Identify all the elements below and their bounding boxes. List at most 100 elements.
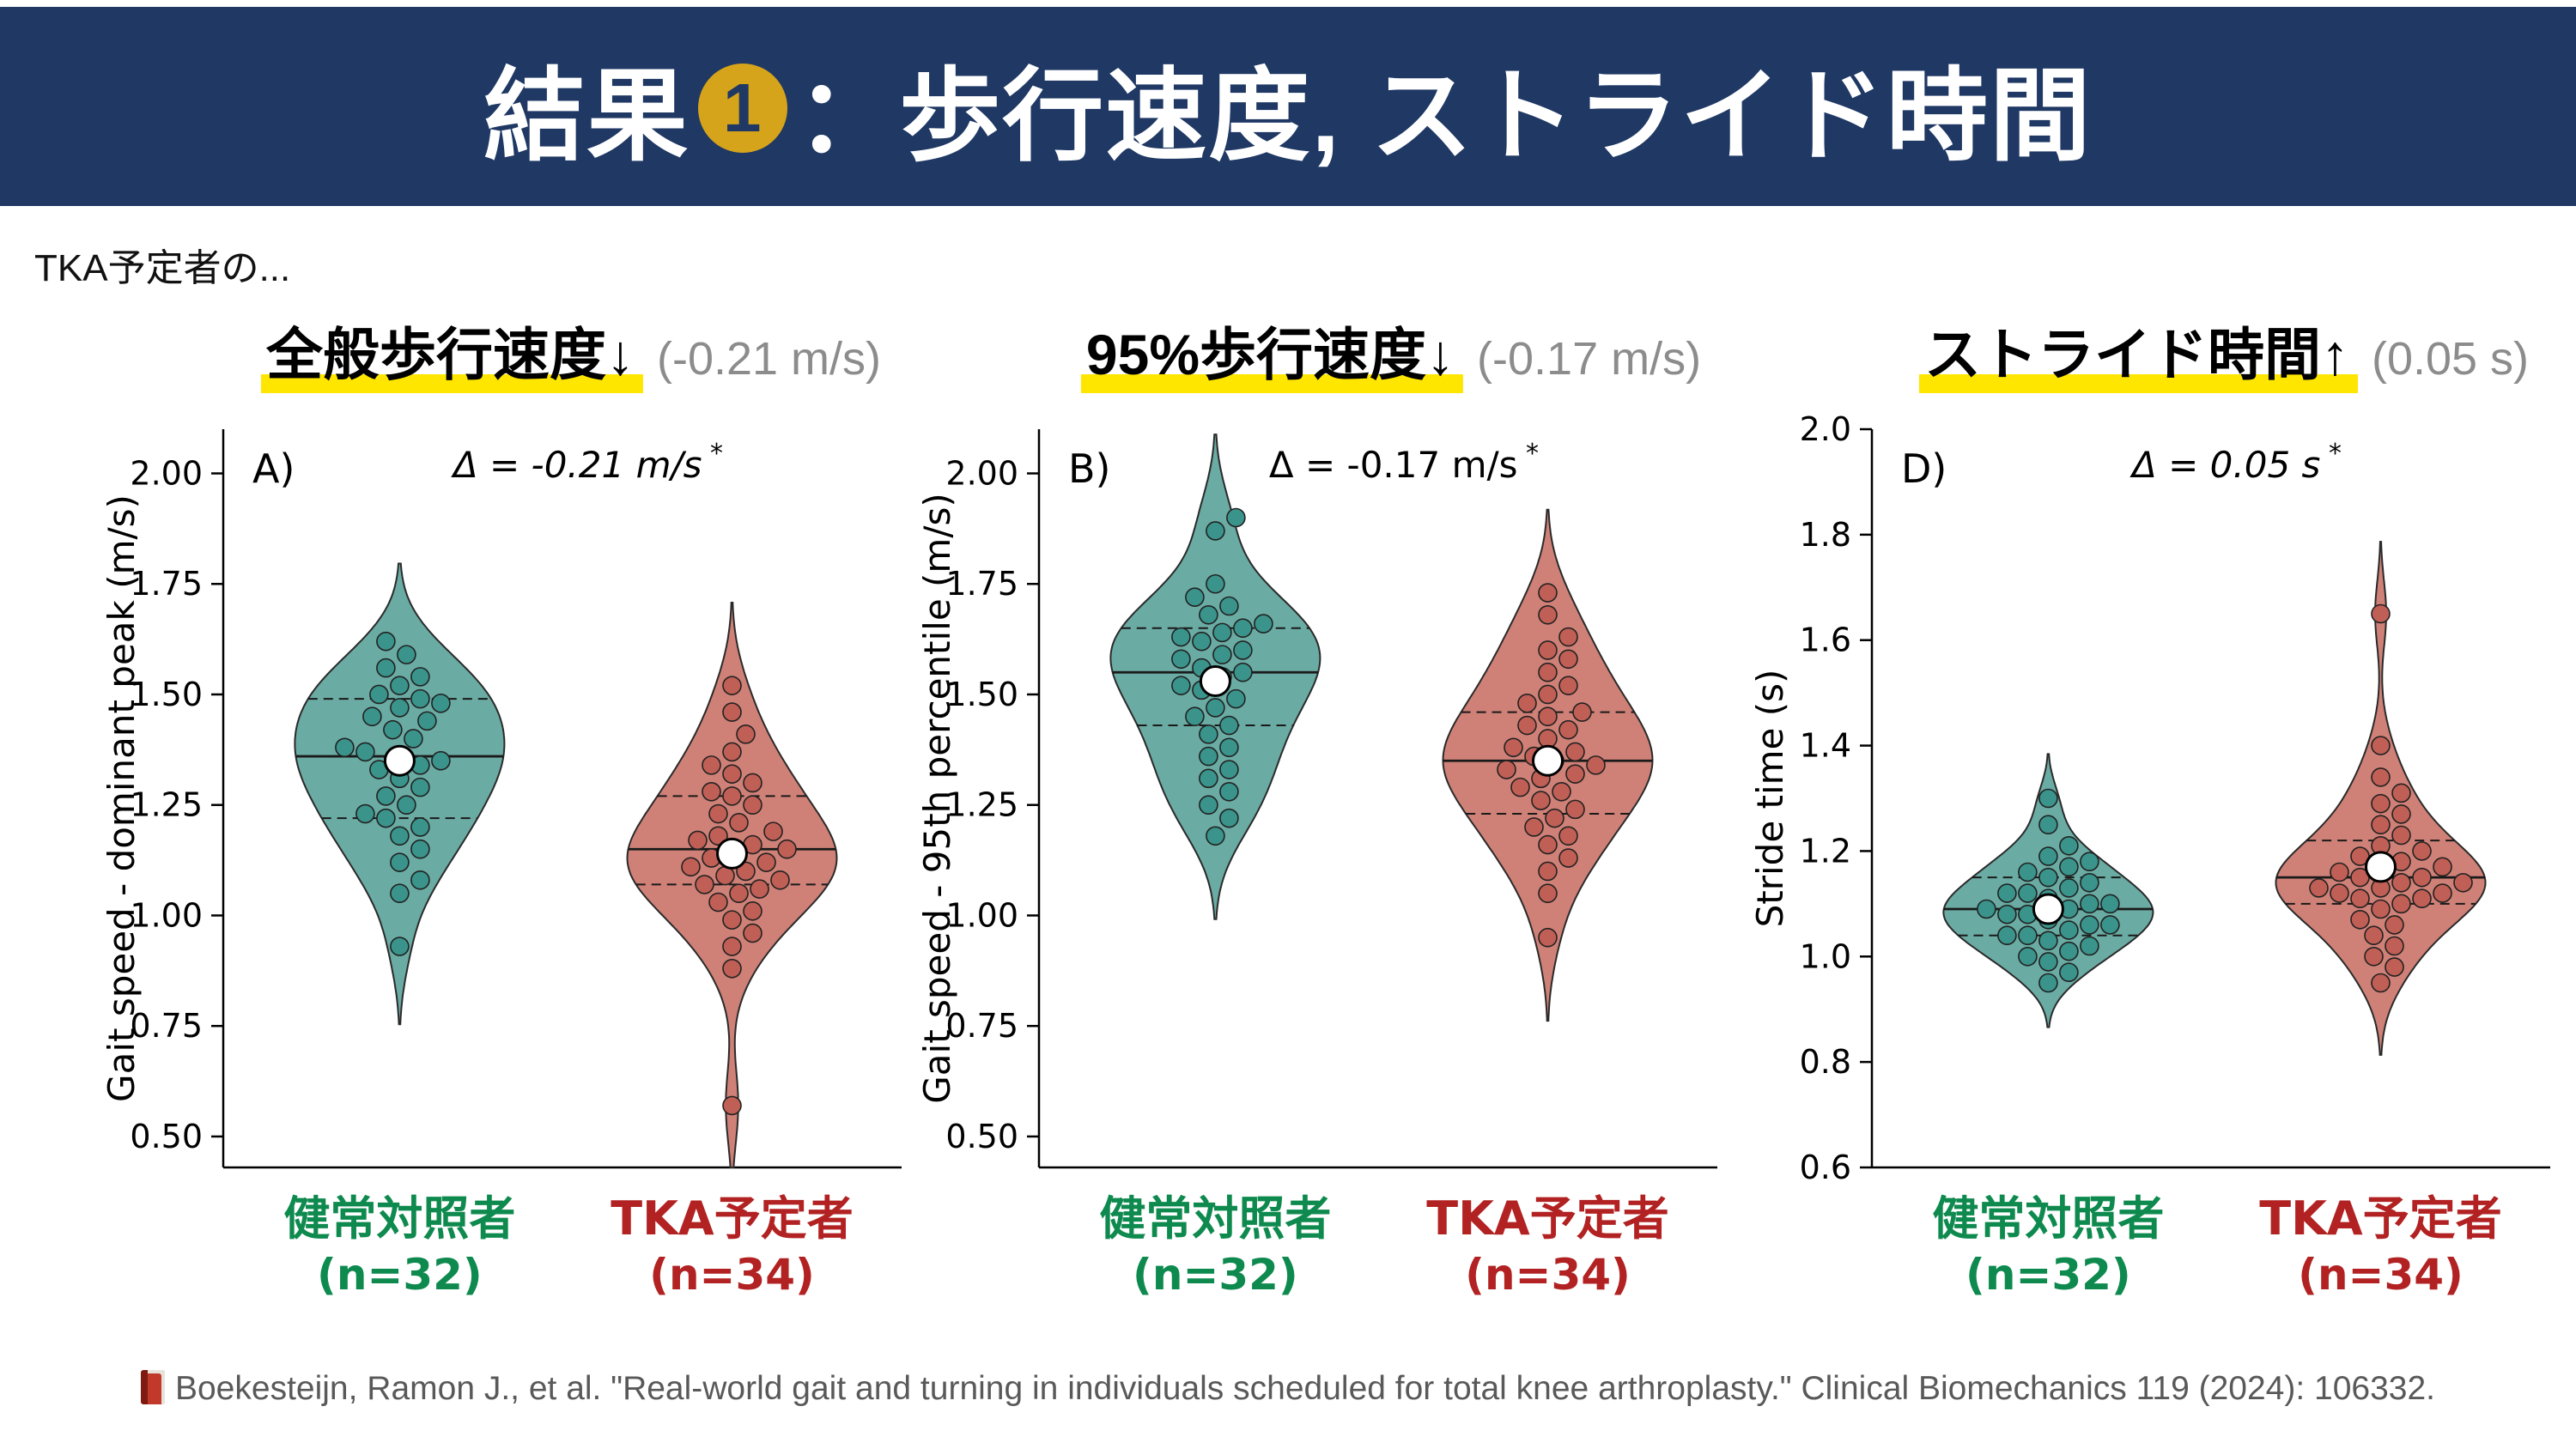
group-name: 健常対照者 — [283, 1191, 515, 1246]
data-point — [1565, 764, 1585, 784]
data-point — [722, 764, 742, 784]
data-point — [2391, 804, 2411, 824]
data-point — [1538, 861, 1558, 882]
data-point — [376, 631, 396, 652]
data-point — [743, 901, 762, 921]
data-point — [1199, 604, 1218, 625]
data-point — [1565, 742, 1585, 762]
data-point — [397, 645, 416, 664]
data-point — [695, 875, 714, 894]
data-point — [2059, 857, 2079, 877]
data-point — [2364, 946, 2384, 967]
data-point — [1219, 760, 1239, 779]
mean-marker — [2365, 851, 2397, 883]
y-tick-label: 1.00 — [130, 896, 203, 934]
data-point — [376, 786, 396, 806]
data-point — [2371, 793, 2391, 814]
data-point — [2453, 872, 2473, 893]
data-point — [2391, 872, 2411, 893]
data-point — [2412, 867, 2432, 888]
data-point — [1199, 768, 1218, 789]
data-point — [1997, 925, 2017, 946]
violin-panel-b: 0.50 0.75 1.00 1.25 1.50 1.75 2.00 Gait speed -… — [910, 412, 1735, 1343]
group-name: TKA予定者 — [2259, 1191, 2501, 1246]
y-tick-label: 0.75 — [945, 1007, 1018, 1045]
heading-highlight: 95%歩行速度↓ — [1080, 321, 1464, 393]
panel-heading-a: 全般歩行速度↓ (-0.21 m/s) — [260, 309, 882, 393]
data-point — [1504, 737, 1523, 758]
data-point — [1558, 676, 1578, 695]
data-point — [2391, 783, 2411, 803]
panel-heading-d: ストライド時間↑ (0.05 s) — [1918, 309, 2529, 393]
data-point — [410, 777, 430, 797]
data-point — [1997, 904, 2017, 925]
title-suffix: ：歩行速度, ストライド時間 — [796, 59, 2093, 173]
data-point — [1538, 883, 1558, 904]
data-point — [410, 839, 430, 859]
data-point — [2059, 941, 2079, 961]
data-point — [1226, 507, 1246, 528]
data-point — [1558, 627, 1578, 647]
data-point — [777, 839, 797, 859]
y-tick-label: 1.75 — [130, 565, 203, 603]
data-point — [1233, 640, 1253, 660]
y-tick-label: 1.6 — [1800, 621, 1851, 659]
data-point — [743, 773, 762, 793]
data-point — [2371, 603, 2391, 624]
data-point — [722, 1095, 742, 1116]
data-point — [722, 937, 742, 956]
data-point — [2080, 872, 2099, 893]
data-point — [1565, 799, 1585, 820]
y-tick-label: 0.6 — [1800, 1149, 1851, 1186]
data-point — [1538, 583, 1558, 603]
y-tick-label: 1.00 — [945, 896, 1018, 934]
data-point — [1497, 760, 1516, 779]
data-point — [1185, 587, 1205, 607]
data-point — [1510, 777, 1530, 797]
heading-delta-note: (-0.17 m/s) — [1477, 333, 1702, 385]
heading-highlight: 全般歩行速度↓ — [260, 321, 643, 393]
citation-text: Boekesteijn, Ramon J., et al. "Real-worl… — [174, 1370, 2436, 1407]
y-tick-label: 0.50 — [130, 1118, 203, 1155]
data-point — [2038, 931, 2058, 951]
data-point — [2038, 815, 2058, 835]
data-point — [2364, 925, 2384, 946]
data-point — [2309, 878, 2329, 898]
data-point — [2100, 915, 2120, 935]
y-tick-label: 2.00 — [945, 454, 1018, 492]
data-point — [1219, 808, 1239, 828]
data-point — [2371, 815, 2391, 835]
violin-panel-a: 0.50 0.75 1.00 1.25 1.50 1.75 2.00 Gait speed -… — [94, 412, 919, 1343]
violin-panel-d: 0.6 0.8 1.0 1.2 1.4 1.6 1.8 2.0 Stride time (s) D… — [1743, 410, 2567, 1343]
data-point — [1206, 698, 1225, 718]
y-axis-title: Gait speed - 95th percentile (m/s) — [916, 493, 958, 1104]
y-tick-label: 1.8 — [1800, 516, 1851, 554]
y-tick-label: 1.2 — [1800, 832, 1851, 870]
mean-marker — [716, 837, 748, 870]
data-point — [1558, 826, 1578, 846]
heading-delta-note: (-0.21 m/s) — [656, 333, 882, 385]
data-point — [1192, 631, 1212, 652]
y-axis-title: Gait speed - dominant peak (m/s) — [100, 494, 143, 1102]
data-point — [2371, 736, 2391, 755]
data-point — [1171, 627, 1191, 647]
data-point — [743, 795, 762, 815]
data-point — [2059, 920, 2079, 940]
data-point — [1531, 791, 1551, 810]
data-point — [750, 879, 769, 899]
data-point — [383, 719, 403, 740]
data-point — [2059, 835, 2079, 856]
panel-letter: A) — [252, 446, 295, 492]
data-point — [722, 786, 742, 806]
data-point — [1538, 604, 1558, 625]
data-point — [2385, 936, 2404, 956]
group-name: TKA予定者 — [1426, 1191, 1668, 1246]
panel-heading-b: 95%歩行速度↓ (-0.17 m/s) — [1080, 309, 1702, 393]
delta-annotation: Δ = 0.05 s * — [2129, 439, 2342, 486]
data-point — [1977, 899, 1996, 919]
data-point — [1997, 883, 2017, 903]
y-tick-label: 2.0 — [1800, 412, 1851, 448]
data-point — [1538, 662, 1558, 682]
y-tick-label: 0.50 — [945, 1118, 1018, 1155]
data-point — [1552, 781, 1571, 802]
